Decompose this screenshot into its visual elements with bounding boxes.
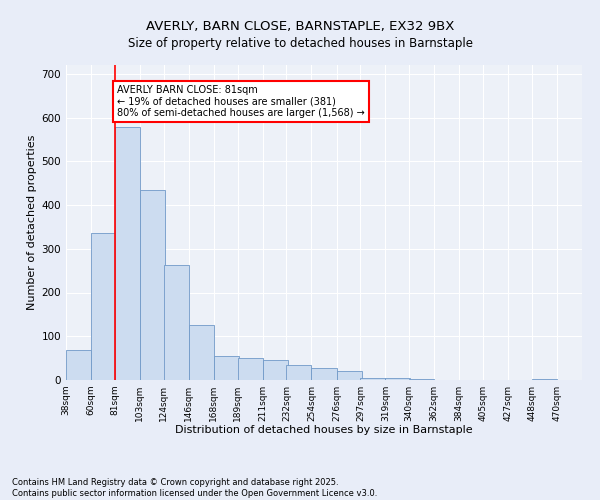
Bar xyxy=(189,326,214,380)
Bar xyxy=(140,190,165,380)
Bar xyxy=(532,379,557,380)
Bar xyxy=(263,360,287,380)
Bar xyxy=(214,356,239,380)
Bar xyxy=(385,378,410,380)
Bar xyxy=(91,234,116,380)
Bar xyxy=(409,379,434,380)
Y-axis label: Number of detached properties: Number of detached properties xyxy=(28,135,37,310)
Bar xyxy=(66,350,91,380)
Bar xyxy=(238,358,263,380)
Bar xyxy=(361,378,385,380)
Bar xyxy=(115,127,140,380)
Bar xyxy=(164,266,189,380)
Bar xyxy=(286,364,311,380)
Text: AVERLY BARN CLOSE: 81sqm
← 19% of detached houses are smaller (381)
80% of semi-: AVERLY BARN CLOSE: 81sqm ← 19% of detach… xyxy=(117,84,365,118)
X-axis label: Distribution of detached houses by size in Barnstaple: Distribution of detached houses by size … xyxy=(175,426,473,436)
Text: Contains HM Land Registry data © Crown copyright and database right 2025.
Contai: Contains HM Land Registry data © Crown c… xyxy=(12,478,377,498)
Bar xyxy=(311,368,337,380)
Text: Size of property relative to detached houses in Barnstaple: Size of property relative to detached ho… xyxy=(128,38,473,51)
Bar xyxy=(337,371,362,380)
Text: AVERLY, BARN CLOSE, BARNSTAPLE, EX32 9BX: AVERLY, BARN CLOSE, BARNSTAPLE, EX32 9BX xyxy=(146,20,454,33)
